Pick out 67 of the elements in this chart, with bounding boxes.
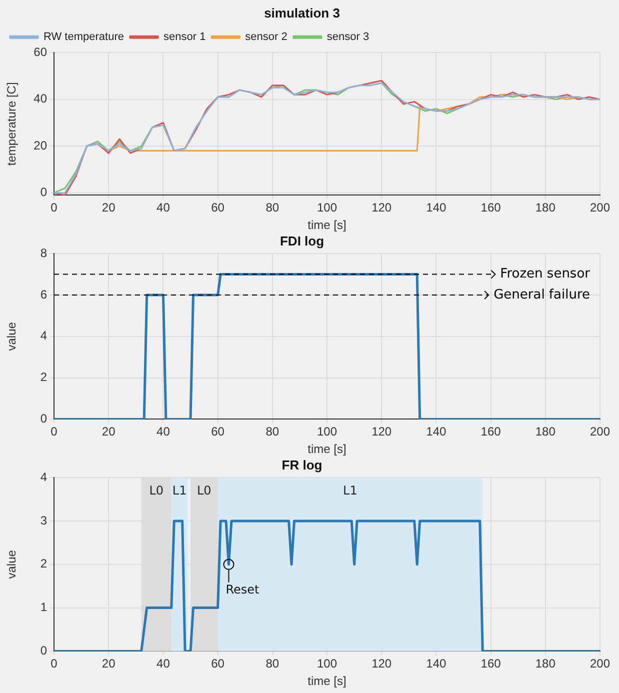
x-tick-label: 120: [372, 424, 392, 439]
x-tick-label: 180: [535, 656, 556, 671]
x-tick-label: 200: [590, 424, 610, 439]
x-tick-label: 120: [372, 200, 392, 215]
y-tick-label: 3: [40, 513, 48, 528]
x-axis-title: time [s]: [308, 218, 346, 232]
x-tick-label: 180: [535, 200, 556, 215]
y-axis-title: value: [4, 550, 19, 579]
x-tick-label: 180: [535, 424, 556, 439]
chart-title: FR log: [282, 457, 322, 472]
y-axis-title: temperature [C]: [4, 82, 19, 166]
x-tick-label: 80: [266, 424, 280, 439]
x-tick-label: 0: [50, 656, 58, 671]
y-tick-label: 2: [40, 370, 48, 384]
x-tick-label: 160: [480, 424, 502, 439]
y-tick-label: 6: [40, 287, 48, 302]
y-tick-label: 20: [34, 138, 48, 152]
y-tick-label: 60: [34, 44, 48, 59]
y-tick-label: 2: [40, 556, 48, 571]
x-tick-label: 60: [211, 424, 225, 439]
x-tick-label: 200: [590, 656, 610, 671]
y-tick-label: 40: [34, 92, 48, 106]
band-label: L0: [149, 484, 164, 498]
x-tick-label: 80: [266, 200, 280, 215]
band-label: L0: [196, 484, 212, 498]
legend-label: sensor 1: [163, 31, 206, 44]
y-tick-label: 8: [40, 246, 48, 260]
x-tick-label: 0: [50, 424, 58, 439]
x-tick-label: 80: [266, 656, 280, 671]
x-tick-label: 60: [211, 656, 225, 671]
x-tick-label: 60: [211, 200, 225, 215]
x-tick-label: 200: [590, 200, 610, 215]
legend-label: RW temperature: [44, 31, 124, 44]
legend-label: sensor 2: [245, 31, 288, 44]
y-tick-label: 0: [40, 644, 48, 658]
band-label: L1: [343, 484, 358, 498]
x-tick-label: 140: [426, 200, 447, 215]
band-label: L1: [172, 484, 187, 498]
x-tick-label: 160: [480, 200, 502, 215]
y-tick-label: 0: [40, 412, 48, 426]
x-tick-label: 120: [372, 656, 392, 671]
x-tick-label: 20: [102, 656, 116, 671]
x-tick-label: 20: [102, 424, 116, 439]
x-tick-label: 40: [156, 200, 170, 215]
x-tick-label: 160: [480, 656, 502, 671]
y-tick-label: 0: [40, 185, 48, 200]
x-axis-title: time [s]: [308, 674, 346, 688]
y-tick-label: 4: [40, 328, 48, 343]
y-tick-label: 1: [40, 600, 48, 614]
ref-line-label: Frozen sensor: [500, 266, 591, 282]
x-tick-label: 100: [316, 424, 338, 439]
x-tick-label: 20: [102, 200, 116, 215]
x-tick-label: 140: [426, 424, 447, 439]
x-tick-label: 100: [316, 200, 338, 215]
chart-title: simulation 3: [264, 5, 340, 20]
x-tick-label: 40: [156, 424, 170, 439]
x-tick-label: 40: [156, 656, 170, 671]
x-tick-label: 0: [50, 200, 58, 215]
chart-title: FDI log: [280, 233, 324, 248]
x-tick-label: 100: [316, 656, 338, 671]
y-axis-title: value: [4, 322, 19, 351]
x-tick-label: 140: [426, 656, 447, 671]
x-axis-title: time [s]: [308, 442, 346, 456]
legend-label: sensor 3: [326, 31, 370, 44]
ref-line-label: General failure: [494, 287, 590, 302]
y-tick-label: 4: [40, 470, 48, 484]
annotation: Reset: [226, 582, 260, 597]
